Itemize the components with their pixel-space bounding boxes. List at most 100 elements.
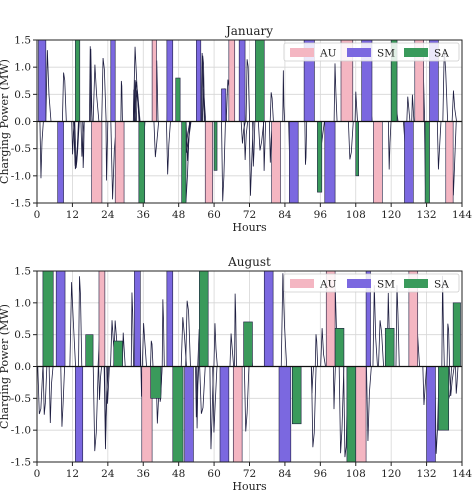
- trace-line: [37, 366, 44, 415]
- area-block-sa: [243, 321, 253, 367]
- area-block-sm: [263, 270, 274, 367]
- legend-label-sm: SM: [377, 279, 395, 291]
- trace-line: [320, 328, 326, 367]
- trace-line: [221, 121, 226, 202]
- area-block-sa: [199, 270, 209, 367]
- trace-line: [252, 121, 256, 167]
- x-tick-label: 120: [381, 209, 401, 221]
- x-tick-label: 24: [101, 468, 115, 480]
- area-block-au: [98, 270, 106, 367]
- trace-line: [372, 285, 378, 367]
- x-tick-label: 72: [243, 209, 256, 221]
- area-block-sa: [113, 340, 123, 367]
- y-tick-label: 1.5: [14, 266, 31, 278]
- trace-line: [441, 275, 445, 367]
- trace-line: [105, 121, 109, 181]
- x-tick-label: 12: [66, 468, 79, 480]
- area-block-sm: [57, 121, 64, 204]
- area-block-sm: [219, 366, 230, 463]
- trace-line: [185, 300, 191, 367]
- x-axis-title: Hours: [232, 480, 267, 493]
- panel-january: 0 12 24 36 48 60 72 84 96 108 120 132 144 -1.5 -1.0 -0.…: [0, 24, 472, 234]
- x-tick-label: 132: [417, 468, 437, 480]
- legend: AU SM SA: [283, 42, 460, 62]
- legend-label-sa: SA: [434, 48, 449, 60]
- y-tick-label: -1.0: [11, 425, 31, 437]
- area-block-sa: [150, 366, 162, 399]
- trace-line: [202, 89, 207, 122]
- trace-line: [338, 366, 345, 454]
- x-tick-label: 24: [101, 209, 115, 221]
- trace-line: [446, 323, 450, 367]
- x-tick-label: 72: [243, 468, 256, 480]
- trace-line: [245, 59, 250, 122]
- legend-swatch-au: [290, 48, 314, 57]
- trace-line: [161, 299, 165, 367]
- series-au: [91, 39, 454, 204]
- area-block-au: [232, 366, 243, 463]
- trace-line: [42, 366, 48, 415]
- legend-swatch-au: [290, 279, 314, 288]
- trace-line: [280, 273, 288, 367]
- trace-line: [101, 58, 107, 122]
- y-tick-label: 1.5: [14, 35, 31, 47]
- trace-line: [209, 366, 214, 450]
- x-tick-label: 144: [452, 209, 472, 221]
- area-block-sa: [138, 121, 146, 204]
- trace-line: [240, 121, 246, 144]
- trace-line: [314, 334, 319, 367]
- trace-line: [311, 366, 317, 448]
- area-block-sm: [324, 121, 336, 204]
- x-tick-label: 36: [137, 209, 151, 221]
- trace-line: [141, 323, 147, 367]
- trace-line: [406, 96, 411, 122]
- panel-august: 0 12 24 36 48 60 72 84 96 108 120 132 144 -1.5 -1.0 -0.…: [0, 255, 472, 493]
- legend-label-au: AU: [319, 48, 337, 60]
- trace-line: [229, 333, 235, 367]
- area-block-sm: [278, 366, 292, 463]
- area-block-sa: [213, 121, 218, 171]
- trace-line: [103, 366, 109, 450]
- area-block-sa: [334, 327, 345, 367]
- y-tick-label: 0.5: [14, 89, 31, 101]
- area-block-sm: [166, 39, 174, 122]
- y-tick-label: -0.5: [11, 393, 31, 405]
- legend-label-sm: SM: [377, 48, 395, 60]
- legend-swatch-sm: [347, 48, 371, 57]
- x-tick-label: 60: [207, 468, 220, 480]
- trace-line: [150, 340, 154, 367]
- area-block-au: [114, 121, 125, 204]
- area-block-sa: [384, 327, 395, 367]
- trace-line: [448, 366, 455, 397]
- x-tick-label: 108: [346, 468, 366, 480]
- y-tick-label: 0.0: [14, 361, 31, 373]
- y-tick-label: 0.5: [14, 329, 31, 341]
- area-block-au: [355, 366, 367, 463]
- trace-line: [378, 320, 384, 367]
- area-block-au: [91, 121, 103, 204]
- y-tick-label: 0.0: [14, 116, 31, 128]
- trace-line: [45, 50, 52, 122]
- y-tick-label: -1.5: [11, 457, 31, 469]
- trace-line: [92, 64, 100, 122]
- trace-line: [73, 121, 79, 170]
- trace-line: [387, 121, 392, 170]
- x-tick-label: 48: [172, 468, 185, 480]
- legend-label-au: AU: [319, 279, 337, 291]
- area-block-sm: [134, 270, 141, 367]
- x-tick-label: 132: [417, 209, 437, 221]
- x-tick-label: 60: [207, 209, 220, 221]
- legend-label-sa: SA: [434, 279, 449, 291]
- area-block-sa: [355, 121, 360, 177]
- x-tick-label: 36: [137, 468, 151, 480]
- x-tick-label: 84: [278, 468, 292, 480]
- y-tick-label: -1.5: [11, 198, 31, 210]
- y-tick-label: -1.0: [11, 170, 31, 182]
- x-tick-label: 48: [172, 209, 185, 221]
- trace-line: [366, 366, 372, 442]
- trace-line: [39, 121, 44, 179]
- trace-line: [80, 121, 85, 157]
- y-axis-title: Charging Power (MW): [0, 59, 11, 184]
- trace-line: [422, 366, 427, 406]
- area-block-sa: [85, 334, 94, 367]
